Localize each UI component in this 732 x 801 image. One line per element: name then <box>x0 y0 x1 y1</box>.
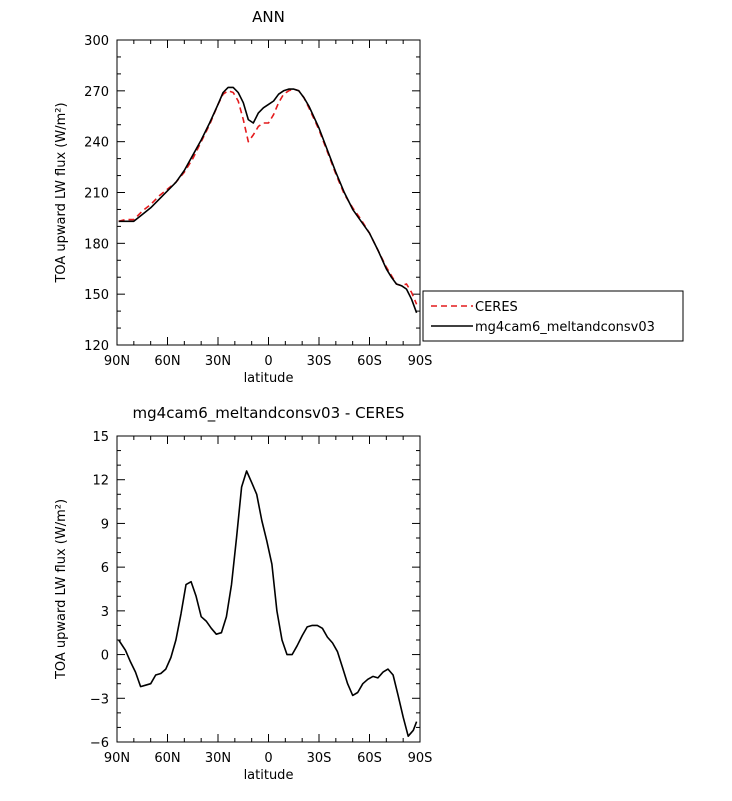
panel1-series-line-1 <box>118 88 418 305</box>
panel1-x-tick-label: 60S <box>357 354 382 369</box>
panel1-x-tick-label: 90N <box>104 354 130 369</box>
panel1-y-tick-label: 210 <box>84 187 109 202</box>
panel2-y-tick-label: −6 <box>90 736 109 751</box>
panel1-y-tick-label: 180 <box>84 237 109 252</box>
panel1-y-tick-label: 120 <box>84 339 109 354</box>
panel2-y-tick-label: 3 <box>101 605 109 620</box>
panel2-y-tick-label: 12 <box>92 474 109 489</box>
panel1-x-tick-label: 30S <box>307 354 332 369</box>
panel2-x-tick-label: 0 <box>264 751 272 766</box>
panel2-y-tick-label: −3 <box>90 692 109 707</box>
panel1-y-tick-label: 150 <box>84 288 109 303</box>
panel2-y-tick-label: 0 <box>101 649 109 664</box>
panel1-x-tick-label: 90S <box>408 354 433 369</box>
panel2-y-tick-label: 9 <box>101 517 109 532</box>
panel1-x-tick-label: 30N <box>205 354 231 369</box>
panel2-y-tick-label: 15 <box>92 430 109 445</box>
panel1-y-tick-label: 270 <box>84 85 109 100</box>
panel2-x-axis-label: latitude <box>244 768 294 783</box>
panel2-x-tick-label: 60N <box>154 751 180 766</box>
panel2-y-tick-label: 6 <box>101 561 109 576</box>
panel1-x-tick-label: 60N <box>154 354 180 369</box>
panel2-x-tick-label: 60S <box>357 751 382 766</box>
panel1-y-tick-label: 240 <box>84 136 109 151</box>
panel1-chart-title: ANN <box>252 8 285 26</box>
panel2-x-tick-label: 30S <box>307 751 332 766</box>
panel1-y-axis-label: TOA upward LW flux (W/m²) <box>54 102 69 283</box>
panel2-y-axis-label: TOA upward LW flux (W/m²) <box>54 499 69 680</box>
panel2-plot-frame <box>116 435 421 743</box>
panel1-series-line-2 <box>118 86 418 314</box>
legend-box <box>422 290 684 342</box>
panel2-series-line-1 <box>118 470 418 738</box>
legend-label-2: mg4cam6_meltandconsv03 <box>475 320 655 335</box>
panel2-chart-title: mg4cam6_meltandconsv03 - CERES <box>133 404 405 423</box>
panel1-y-tick-label: 300 <box>84 34 109 49</box>
panel1-x-tick-label: 0 <box>264 354 272 369</box>
panel1-x-axis-label: latitude <box>244 371 294 386</box>
panel2-x-tick-label: 90S <box>408 751 433 766</box>
panel2-x-tick-label: 90N <box>104 751 130 766</box>
panel2-x-tick-label: 30N <box>205 751 231 766</box>
legend-label-1: CERES <box>475 300 518 315</box>
